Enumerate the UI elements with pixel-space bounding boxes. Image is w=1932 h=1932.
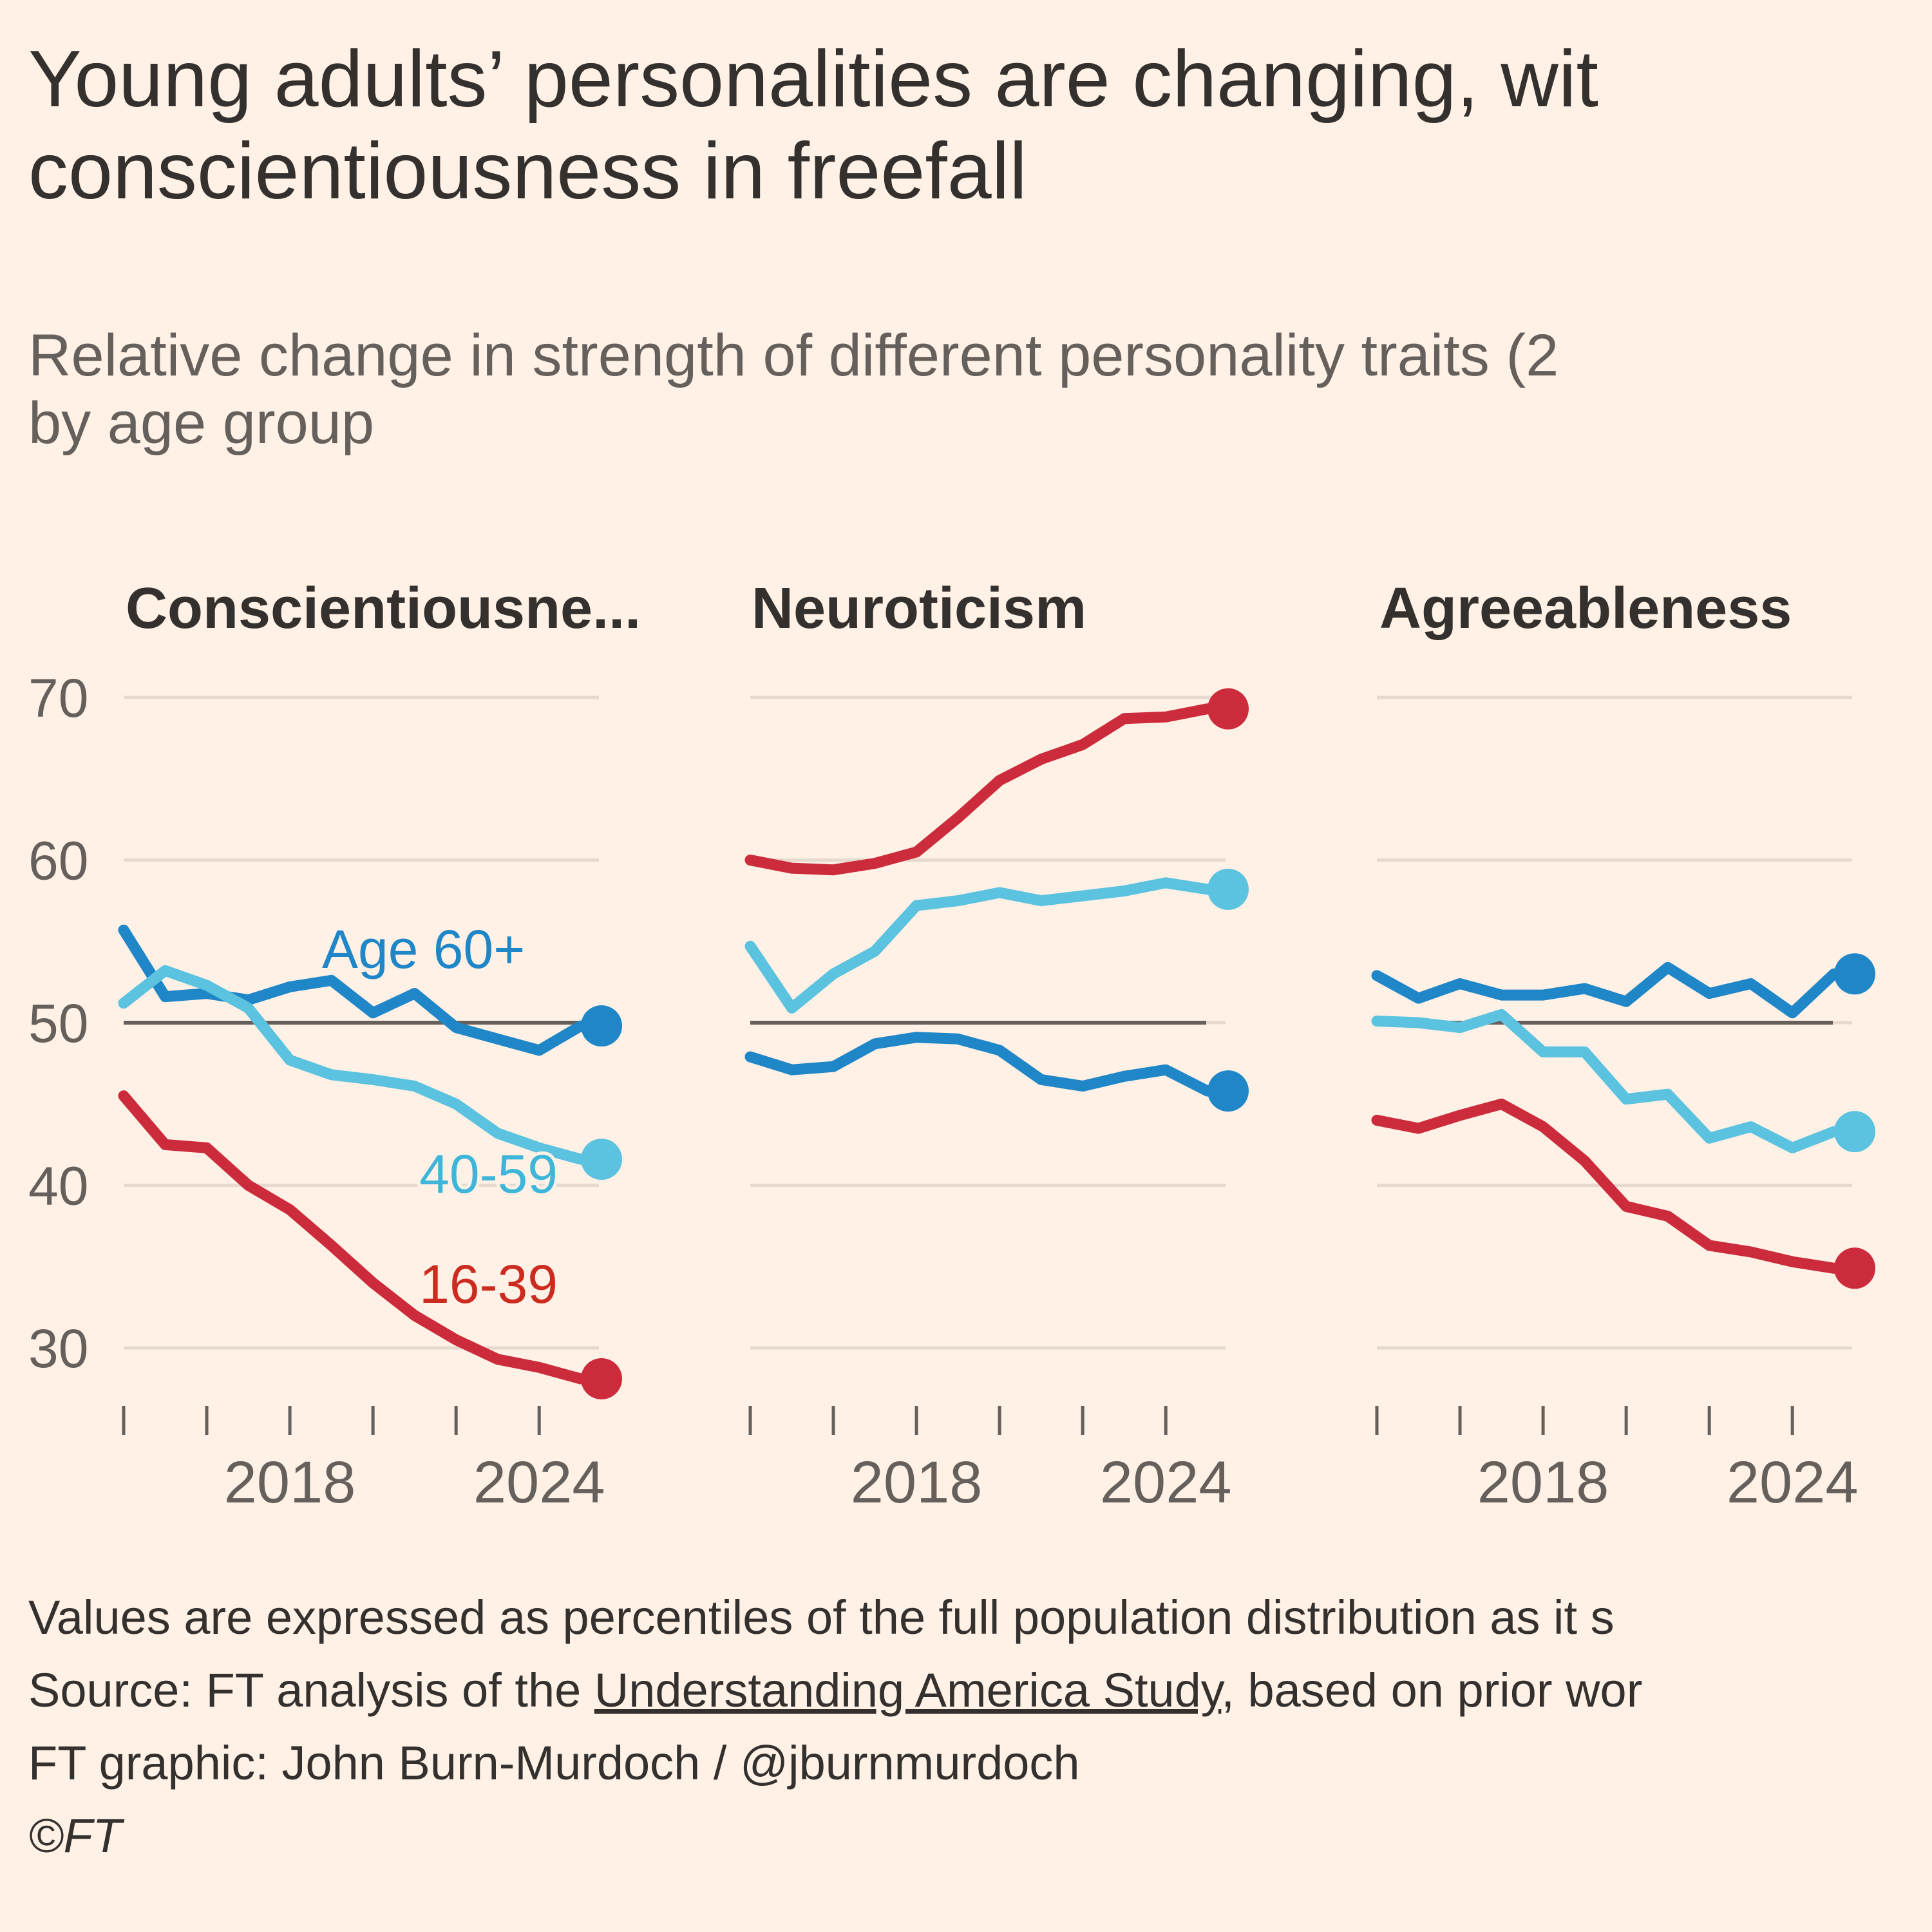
y-tick-label-70: 70: [28, 668, 88, 728]
panel-title-2: Agreeableness: [1379, 576, 1792, 641]
series-end-dot-age-40-59: [1834, 1111, 1875, 1153]
chart-title-line-1: Young adults’ personalities are changing…: [28, 35, 1598, 124]
x-tick-label-2018: 2018: [224, 1450, 356, 1515]
footer-source: Source: FT analysis of the Understanding…: [28, 1654, 1932, 1727]
chart-subtitle: Relative change in strength of different…: [28, 322, 1932, 457]
x-tick-label-2024: 2024: [1727, 1450, 1859, 1515]
x-tick-label-2024: 2024: [473, 1450, 605, 1515]
y-tick-label-40: 40: [28, 1156, 88, 1217]
series-line-age-60-plus: [118, 924, 607, 1056]
footer-credit: FT graphic: John Burn-Murdoch / @jburnmu…: [28, 1736, 1080, 1790]
series-end-dot-age-40-59: [1208, 868, 1249, 910]
ft-copyright: ©FT: [28, 1809, 122, 1862]
y-tick-label-50: 50: [28, 993, 88, 1054]
series-label-age-16-39: 16-39: [419, 1254, 558, 1314]
series-line-age-16-39: [744, 703, 1234, 876]
series-line-age-16-39: [1371, 1098, 1861, 1274]
series-end-dot-age-60-plus: [581, 1005, 622, 1047]
panel-title-1: Neuroticism: [752, 576, 1086, 641]
series-line-age-60-plus: [744, 1032, 1234, 1097]
chart-subtitle-line-1: Relative change in strength of different…: [28, 323, 1559, 388]
series-label-age-40-59: 40-59: [419, 1144, 558, 1204]
panel-title-0: Conscientiousne...: [126, 576, 641, 641]
small-multiples-chart: Conscientiousne... 70 60 50 40 30 2018 2024 Age …: [28, 576, 1875, 1515]
series-line-age-40-59: [118, 965, 607, 1165]
series-line-age-16-39: [118, 1090, 607, 1385]
chart-title: Young adults’ personalities are changing…: [28, 33, 1932, 217]
footer-source-prefix: Source: FT analysis of the: [28, 1663, 594, 1717]
series-end-dot-age-16-39: [1834, 1247, 1875, 1289]
series-line-age-40-59: [744, 877, 1234, 1014]
series-line-age-40-59: [1371, 1009, 1861, 1153]
y-tick-label-60: 60: [28, 831, 88, 891]
footer-note: Values are expressed as percentiles of t…: [28, 1591, 1615, 1644]
series-end-dot-age-60-plus: [1834, 953, 1875, 995]
series-end-dot-age-16-39: [1208, 688, 1249, 730]
series-line-age-60-plus: [1371, 961, 1861, 1019]
series-end-dot-age-40-59: [581, 1139, 622, 1180]
chart-subtitle-line-2: by age group: [28, 390, 375, 456]
x-tick-label-2018: 2018: [851, 1450, 983, 1515]
series-label-age-60-plus: Age 60+: [322, 919, 525, 980]
x-tick-label-2024: 2024: [1100, 1450, 1232, 1515]
series-end-dot-age-16-39: [581, 1358, 622, 1399]
y-tick-label-30: 30: [28, 1318, 88, 1379]
footer-source-suffix: , based on prior wor: [1221, 1663, 1643, 1717]
source-link[interactable]: Understanding America Study: [594, 1663, 1222, 1717]
x-tick-label-2018: 2018: [1477, 1450, 1609, 1515]
series-end-dot-age-60-plus: [1208, 1070, 1249, 1112]
chart-title-line-2: conscientiousness in freefall: [28, 126, 1027, 216]
chart-footer: Values are expressed as percentiles of t…: [28, 1581, 1932, 1872]
